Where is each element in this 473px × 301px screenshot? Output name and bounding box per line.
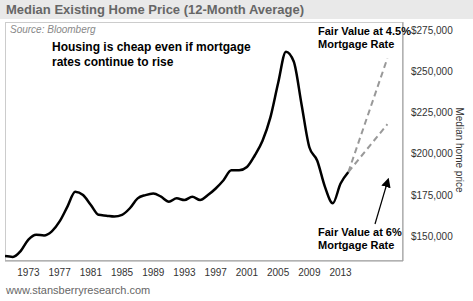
svg-text:1985: 1985 xyxy=(111,267,134,278)
svg-text:2001: 2001 xyxy=(236,267,259,278)
svg-text:$200,000: $200,000 xyxy=(411,148,453,159)
svg-text:1989: 1989 xyxy=(142,267,165,278)
svg-text:1997: 1997 xyxy=(205,267,228,278)
svg-text:1993: 1993 xyxy=(173,267,196,278)
html-text:Housing is cheap even if mortg: Housing is cheap even if mortgage rates … xyxy=(52,40,251,69)
svg-text:1973: 1973 xyxy=(17,267,40,278)
svg-text:$175,000: $175,000 xyxy=(411,190,453,201)
svg-text:$225,000: $225,000 xyxy=(411,107,453,118)
svg-text:$275,000: $275,000 xyxy=(411,25,453,36)
svg-text:2005: 2005 xyxy=(267,267,290,278)
svg-text:2013: 2013 xyxy=(329,267,352,278)
svg-text:2009: 2009 xyxy=(298,267,321,278)
html-text:Median Existing Home Price (12: Median Existing Home Price (12-Month Ave… xyxy=(6,2,305,17)
html-text:Source: Bloomberg: Source: Bloomberg xyxy=(10,24,96,35)
html-text:Median home price: Median home price xyxy=(453,107,465,193)
svg-text:$150,000: $150,000 xyxy=(411,231,453,242)
html-text:www.stansberryresearch.com: www.stansberryresearch.com xyxy=(6,284,151,296)
svg-text:1981: 1981 xyxy=(80,267,103,278)
svg-text:$250,000: $250,000 xyxy=(411,66,453,77)
html-text:Fair Value at 6% Mortgage Rate: Fair Value at 6% Mortgage Rate xyxy=(318,226,402,251)
svg-text:1977: 1977 xyxy=(49,267,72,278)
html-text:Fair Value at 4.5% Mortgage Ra: Fair Value at 4.5% Mortgage Rate xyxy=(318,25,411,50)
